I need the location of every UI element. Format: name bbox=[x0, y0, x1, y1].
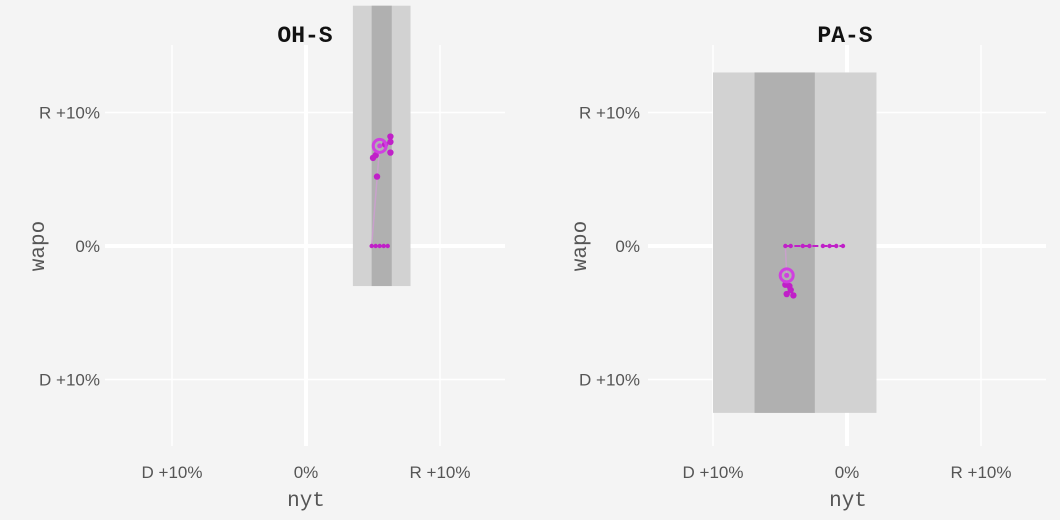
trail-point bbox=[783, 243, 788, 249]
trail-point bbox=[788, 243, 793, 249]
trail-point bbox=[377, 243, 382, 249]
trail-point bbox=[387, 149, 394, 156]
trail-point bbox=[827, 243, 832, 249]
y-axis-title: wapo bbox=[28, 221, 51, 271]
current-point-ring bbox=[778, 267, 795, 284]
trail-point bbox=[820, 243, 826, 249]
panel-title: OH-S bbox=[277, 23, 332, 49]
trail-point bbox=[387, 133, 394, 140]
trail-point bbox=[369, 243, 374, 249]
y-tick-label: 0% bbox=[75, 237, 100, 256]
current-point bbox=[784, 272, 790, 278]
x-tick-label: 0% bbox=[835, 463, 860, 482]
trail-point bbox=[840, 243, 846, 249]
trail-line bbox=[784, 245, 788, 276]
y-tick-label: D +10% bbox=[579, 371, 640, 390]
current-point-ring bbox=[371, 137, 388, 154]
x-tick-label: R +10% bbox=[951, 463, 1012, 482]
x-tick-label: D +10% bbox=[683, 463, 744, 482]
trail-point bbox=[381, 243, 386, 249]
current-point bbox=[377, 143, 383, 149]
panel-title: PA-S bbox=[817, 23, 872, 49]
trail-point bbox=[783, 290, 790, 298]
trail-point bbox=[787, 286, 794, 294]
y-tick-label: R +10% bbox=[39, 104, 100, 123]
panel-oh-s: OH-S R +10% 0% D +10% D +10% 0% R +10% nyt wapo bbox=[28, 5, 505, 513]
x-axis-title: nyt bbox=[287, 490, 325, 513]
y-tick-label: D +10% bbox=[39, 371, 100, 390]
y-axis-title: wapo bbox=[570, 221, 593, 271]
trail-line bbox=[370, 145, 381, 247]
band-inner bbox=[754, 72, 815, 413]
y-tick-label: 0% bbox=[615, 237, 640, 256]
y-tick-label: R +10% bbox=[579, 104, 640, 123]
trail-point bbox=[387, 138, 394, 146]
panel-pa-s: PA-S R +10% 0% D +10% D +10% 0% R +10% nyt wapo bbox=[570, 23, 1046, 513]
trail-point bbox=[800, 243, 805, 249]
trail-point bbox=[385, 243, 390, 249]
trail-point bbox=[834, 243, 839, 249]
trail-point bbox=[807, 243, 812, 249]
x-tick-label: 0% bbox=[294, 463, 319, 482]
trail-point bbox=[373, 243, 378, 249]
x-tick-label: D +10% bbox=[142, 463, 203, 482]
trail-point bbox=[372, 152, 379, 159]
trail-point bbox=[790, 292, 797, 299]
trail-point bbox=[373, 173, 381, 180]
x-axis-title: nyt bbox=[829, 490, 867, 513]
x-tick-label: R +10% bbox=[410, 463, 471, 482]
